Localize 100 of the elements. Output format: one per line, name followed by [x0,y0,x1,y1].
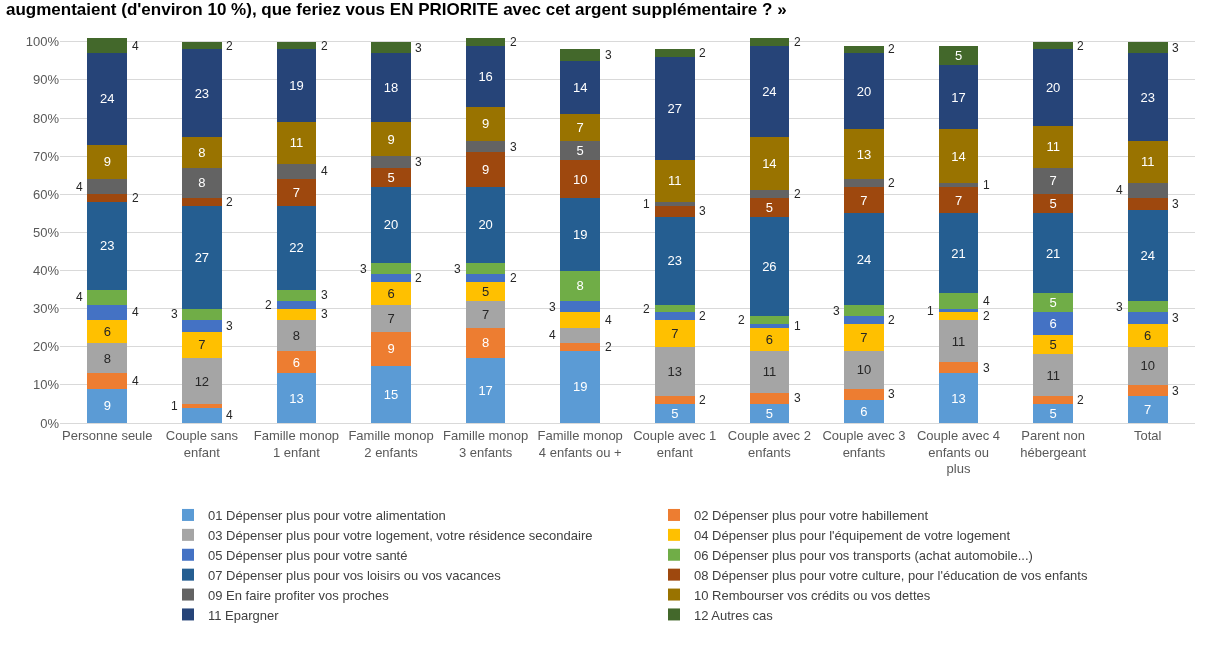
data-label: 10 [856,362,872,378]
bar [465,262,506,275]
bar [1127,384,1168,397]
bar [1127,396,1168,423]
bar [654,403,695,423]
bar [560,270,601,302]
data-label: 3 [833,304,840,318]
bar [182,308,222,321]
data-label: 2 [415,271,422,285]
data-label: 7 [482,306,490,322]
data-label: 7 [576,120,584,136]
y-tick-label: 10% [32,377,60,393]
bar [938,213,979,294]
data-label: 5 [765,200,773,216]
bar [371,53,411,122]
y-tick-label: 90% [32,72,60,88]
bar [560,49,601,61]
data-label: 11 [1046,139,1060,155]
bar [276,373,317,423]
x-tick-label: Parent non hébergeant [1020,427,1087,460]
bar [938,64,979,130]
bar [844,179,884,187]
data-label: 17 [478,383,493,399]
data-label: 4 [605,313,612,327]
data-label: 26 [762,259,777,275]
data-label: 3 [415,41,422,55]
data-label: 3 [1172,197,1179,211]
data-label: 2 [738,313,745,327]
bar [749,392,790,404]
data-label: 23 [667,253,683,269]
bar [87,194,128,202]
bar [276,320,317,351]
bar [844,53,884,130]
x-tick-label: Famille monop 3 enfants [443,427,529,460]
bar [560,114,601,141]
bar [1127,53,1168,141]
y-tick-label: 100% [25,34,60,50]
data-label: 9 [387,341,395,357]
bar [371,186,411,263]
bar [560,140,601,160]
legend-label: 02 Dépenser plus pour votre habillement [694,508,929,524]
data-label: 27 [194,249,210,265]
bar [371,304,411,332]
x-tick-label: Famille monop 2 enfants [348,427,434,460]
data-label: 3 [454,262,461,276]
bar [560,159,601,199]
data-label: 6 [765,331,773,347]
bar [87,388,128,423]
data-label: 14 [762,156,777,172]
data-label: 21 [951,245,966,261]
bar [1033,403,1073,423]
bar [654,201,695,206]
data-label: 13 [289,390,304,406]
data-label: 8 [576,278,584,294]
data-label: 7 [860,192,868,208]
data-label: 2 [983,309,990,323]
data-label: 2 [794,187,801,201]
bar [654,346,695,397]
bar [1033,293,1073,313]
bar [276,289,317,302]
data-label: 2 [226,39,233,53]
legend-label: 01 Dépenser plus pour votre alimentation [208,508,446,524]
legend-label: 04 Dépenser plus pour l'équipement de votre logement [694,527,1011,543]
legend-label: 09 En faire profiter vos proches [208,587,390,603]
legend-label: 08 Dépenser plus pour votre culture, pour l'éducation de vos enfants [694,567,1088,583]
data-label: 11 [1140,154,1155,170]
bar [560,60,601,115]
bar [654,217,695,305]
bar [276,121,317,164]
bar [938,312,979,321]
bar [938,186,979,214]
data-label: 3 [1172,41,1179,55]
data-label: 27 [667,101,683,117]
data-label: 3 [699,204,706,218]
bar [1033,49,1073,126]
data-label: 3 [510,140,517,154]
data-label: 2 [794,35,801,49]
data-label: 2 [699,46,706,60]
data-label: 2 [888,42,895,56]
bar [560,198,601,271]
data-label: 10 [572,171,588,187]
bar [844,323,884,351]
bar [1127,182,1168,199]
bar [182,320,222,332]
bar [1127,323,1168,347]
data-label: 14 [951,148,966,164]
data-label: 4 [321,164,328,178]
bar [1033,167,1073,195]
data-label: 3 [549,300,556,314]
data-label: 5 [1049,405,1057,421]
bar [1127,346,1168,385]
data-label: 3 [1172,384,1179,398]
data-label: 24 [856,251,872,267]
x-tick-label: Couple avec 3 enfants [822,427,906,460]
data-label: 4 [983,294,990,308]
legend-label: 10 Rembourser vos crédits ou vos dettes [694,587,931,603]
bar [465,45,506,107]
x-tick-label: Couple sans enfant [165,427,239,460]
data-label: 11 [762,364,777,380]
data-label: 5 [954,47,963,63]
